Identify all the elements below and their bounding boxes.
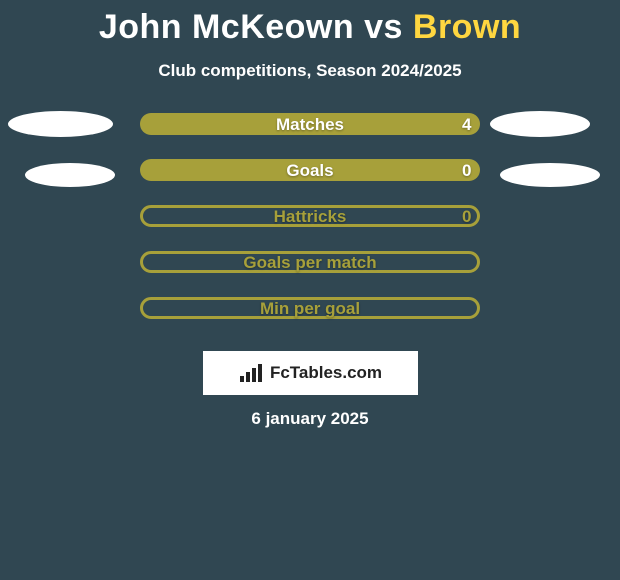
stat-row: Goals0 [0,157,620,203]
comparison-title: John McKeown vs Brown [0,0,620,47]
logo: FcTables.com [238,362,382,384]
date-text: 6 january 2025 [0,409,620,429]
logo-box: FcTables.com [203,351,418,395]
stat-row: Hattricks0 [0,203,620,249]
stat-row: Min per goal [0,295,620,341]
bars-icon [238,362,266,384]
stat-bar [140,205,480,227]
subtitle: Club competitions, Season 2024/2025 [0,61,620,81]
stat-bar [140,297,480,319]
stat-bar [140,159,480,181]
comparison-chart: Matches4Goals0Hattricks0Goals per matchM… [0,111,620,341]
stat-row: Goals per match [0,249,620,295]
player1-name: John McKeown [99,8,354,46]
stat-bar [140,251,480,273]
logo-text: FcTables.com [270,363,382,383]
stat-bar [140,113,480,135]
stat-row: Matches4 [0,111,620,157]
player2-name: Brown [413,8,521,46]
vs-text: vs [364,8,403,46]
